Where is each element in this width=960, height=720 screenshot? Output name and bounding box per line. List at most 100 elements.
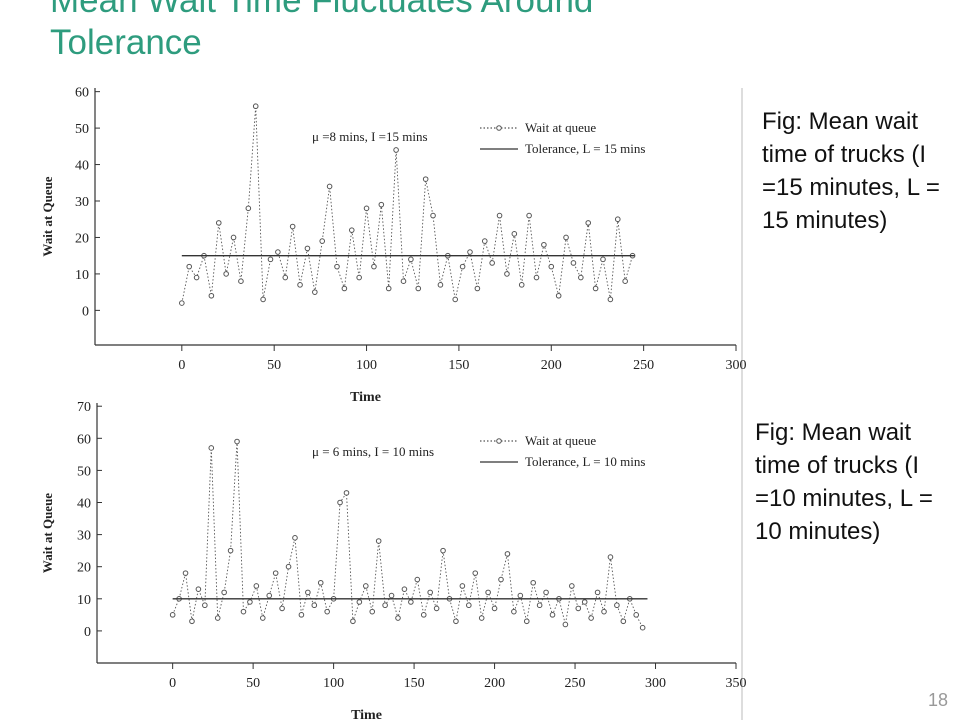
y-tick-label: 0: [84, 625, 91, 640]
series-line: [181, 106, 633, 304]
point: [420, 612, 427, 618]
point: [285, 563, 292, 570]
point: [267, 256, 274, 263]
point: [408, 599, 414, 605]
legend-label: Tolerance, L = 10 mins: [525, 454, 645, 469]
point: [312, 289, 318, 295]
point: [356, 274, 362, 281]
point: [485, 589, 491, 596]
point: [541, 241, 547, 248]
point: [517, 592, 524, 599]
point: [385, 285, 392, 292]
y-tick-label: 70: [77, 400, 91, 415]
legend-marker: [496, 438, 502, 444]
point: [427, 589, 433, 596]
x-tick-label: 50: [246, 676, 260, 691]
point: [195, 586, 202, 592]
point: [496, 212, 503, 219]
point: [481, 238, 488, 244]
legend-marker: [496, 125, 502, 131]
point: [247, 599, 253, 605]
point: [581, 599, 588, 605]
point: [193, 274, 200, 281]
point: [536, 602, 543, 609]
point: [562, 621, 569, 628]
point: [297, 282, 303, 288]
point: [594, 589, 601, 596]
x-tick-label: 0: [178, 358, 185, 373]
point: [208, 292, 215, 299]
x-tick-label: 300: [645, 676, 666, 691]
point: [466, 602, 472, 609]
point: [298, 612, 305, 618]
point: [592, 285, 599, 292]
point: [326, 183, 333, 190]
point: [305, 589, 311, 596]
point: [440, 547, 446, 554]
point: [223, 271, 229, 277]
y-tick-label: 40: [77, 497, 91, 512]
point: [530, 579, 536, 586]
point: [491, 605, 498, 612]
point: [317, 579, 324, 586]
point: [459, 263, 466, 270]
series-line: [172, 441, 644, 628]
y-tick-label: 60: [75, 86, 89, 101]
point: [585, 220, 592, 226]
point: [408, 256, 414, 263]
point: [504, 271, 510, 277]
point: [362, 583, 369, 589]
point: [214, 615, 221, 621]
point: [633, 612, 640, 618]
point: [555, 292, 562, 299]
point: [245, 205, 252, 212]
point: [526, 212, 532, 219]
x-tick-label: 150: [448, 358, 469, 373]
point: [437, 282, 444, 288]
x-tick-label: 250: [633, 358, 654, 373]
point: [230, 234, 237, 241]
point: [415, 285, 422, 292]
annotation: μ = 6 mins, I = 10 mins: [312, 444, 434, 459]
point: [453, 618, 459, 625]
point: [238, 278, 244, 285]
point: [388, 592, 395, 599]
point: [350, 618, 356, 625]
point: [186, 263, 193, 270]
y-tick-label: 20: [75, 231, 89, 246]
point: [356, 599, 363, 605]
point: [459, 583, 466, 589]
x-tick-label: 250: [565, 676, 586, 691]
point: [240, 608, 247, 615]
point: [607, 296, 614, 303]
point: [548, 263, 555, 270]
y-tick-label: 60: [77, 432, 91, 447]
x-tick-label: 0: [169, 676, 176, 691]
x-tick-label: 350: [726, 676, 747, 691]
point: [304, 245, 311, 252]
annotation: μ =8 mins, I =15 mins: [312, 129, 428, 144]
y-tick-label: 30: [77, 529, 91, 544]
point: [252, 103, 259, 110]
point: [518, 282, 525, 288]
caption: Fig: Mean wait time of trucks (I =10 min…: [755, 419, 933, 545]
point: [282, 274, 289, 281]
caption: Fig: Mean wait time of trucks (I =15 min…: [762, 108, 940, 234]
x-tick-label: 300: [726, 358, 747, 373]
legend-label: Wait at queue: [525, 433, 596, 448]
point: [543, 589, 549, 596]
point: [275, 249, 281, 255]
point: [489, 260, 495, 266]
y-tick-label: 20: [77, 561, 91, 576]
point: [569, 583, 575, 589]
point: [474, 285, 481, 292]
point: [433, 605, 440, 612]
x-tick-label: 150: [404, 676, 425, 691]
point: [341, 285, 348, 292]
point: [311, 602, 318, 609]
point: [400, 278, 407, 285]
point: [575, 605, 582, 612]
point: [414, 576, 421, 583]
x-axis-label: Time: [351, 708, 382, 720]
